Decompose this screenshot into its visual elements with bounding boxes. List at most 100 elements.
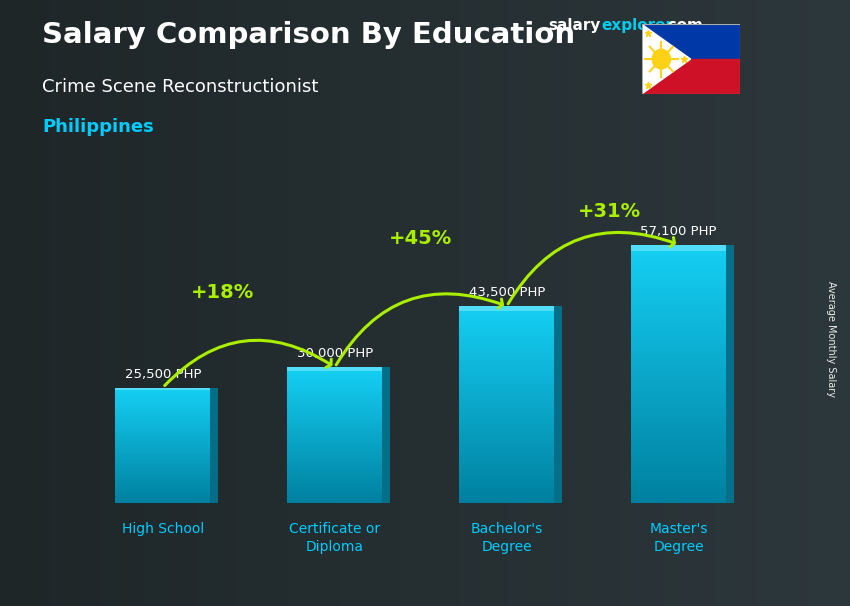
Bar — [116, 404, 210, 405]
Bar — [632, 296, 726, 299]
Bar — [632, 464, 726, 467]
Bar — [632, 261, 726, 264]
Bar — [116, 399, 210, 401]
Bar — [460, 410, 554, 412]
Bar — [632, 280, 726, 284]
Text: +18%: +18% — [191, 283, 255, 302]
Bar — [287, 474, 382, 476]
Bar — [460, 439, 554, 441]
Text: +45%: +45% — [389, 229, 452, 248]
Bar — [632, 477, 726, 481]
Bar — [632, 409, 726, 413]
Bar — [287, 413, 382, 415]
Bar — [460, 434, 554, 436]
Bar — [287, 393, 382, 395]
Bar — [632, 245, 726, 248]
Bar — [460, 454, 554, 456]
Bar — [460, 390, 554, 392]
Bar — [632, 255, 726, 258]
Bar — [116, 479, 210, 480]
Bar — [287, 389, 382, 391]
Bar — [287, 386, 382, 388]
Bar — [632, 416, 726, 419]
Bar — [632, 325, 726, 328]
Bar — [460, 387, 554, 390]
Bar — [632, 438, 726, 442]
Bar — [287, 459, 382, 461]
Bar — [116, 398, 210, 399]
Bar — [287, 462, 382, 464]
Bar — [632, 287, 726, 290]
Bar — [632, 387, 726, 390]
Bar — [460, 370, 554, 373]
Bar — [287, 493, 382, 494]
Bar — [116, 390, 210, 392]
Bar — [116, 445, 210, 447]
Bar — [632, 338, 726, 342]
Bar — [632, 432, 726, 435]
Bar — [632, 406, 726, 409]
Bar — [460, 316, 554, 319]
Bar — [632, 390, 726, 393]
Bar — [460, 378, 554, 380]
Bar — [632, 319, 726, 322]
Bar — [116, 490, 210, 491]
Bar — [460, 456, 554, 459]
Bar — [116, 396, 210, 398]
Bar — [287, 490, 382, 491]
Text: Salary Comparison By Education: Salary Comparison By Education — [42, 21, 575, 49]
Bar — [632, 303, 726, 306]
Bar — [287, 440, 382, 442]
Bar — [632, 451, 726, 454]
Bar — [632, 251, 726, 255]
Bar — [116, 460, 210, 461]
Bar — [460, 345, 554, 348]
Bar — [632, 442, 726, 445]
Bar — [632, 293, 726, 296]
Bar — [287, 476, 382, 478]
Bar — [116, 428, 210, 430]
Bar — [287, 479, 382, 481]
Bar — [554, 306, 562, 503]
Bar — [116, 451, 210, 453]
Bar — [287, 452, 382, 454]
Bar — [632, 332, 726, 335]
Bar — [632, 396, 726, 399]
Bar — [116, 416, 210, 418]
Bar — [116, 401, 210, 402]
Bar — [116, 407, 210, 408]
Bar — [287, 435, 382, 437]
Bar — [287, 471, 382, 473]
Bar — [460, 496, 554, 498]
Bar — [287, 369, 382, 371]
Bar — [287, 494, 382, 496]
Bar — [287, 496, 382, 498]
Bar — [460, 324, 554, 326]
Bar — [116, 487, 210, 488]
Bar — [642, 24, 740, 59]
Bar — [116, 405, 210, 407]
Bar — [632, 367, 726, 370]
Bar — [460, 493, 554, 496]
Bar — [116, 448, 210, 450]
Bar — [287, 411, 382, 413]
Bar — [116, 447, 210, 448]
Bar — [632, 274, 726, 277]
Bar — [632, 454, 726, 458]
Bar — [460, 419, 554, 422]
Bar — [287, 403, 382, 405]
Bar — [116, 427, 210, 428]
Bar — [460, 449, 554, 451]
Bar — [460, 451, 554, 454]
Bar — [287, 372, 382, 374]
Bar — [460, 471, 554, 473]
Bar — [116, 437, 210, 438]
Bar — [460, 306, 554, 311]
Bar — [460, 473, 554, 476]
Bar — [287, 399, 382, 401]
Bar — [460, 498, 554, 501]
Bar — [460, 422, 554, 424]
Bar — [632, 299, 726, 303]
Bar — [116, 408, 210, 409]
Bar — [632, 361, 726, 364]
